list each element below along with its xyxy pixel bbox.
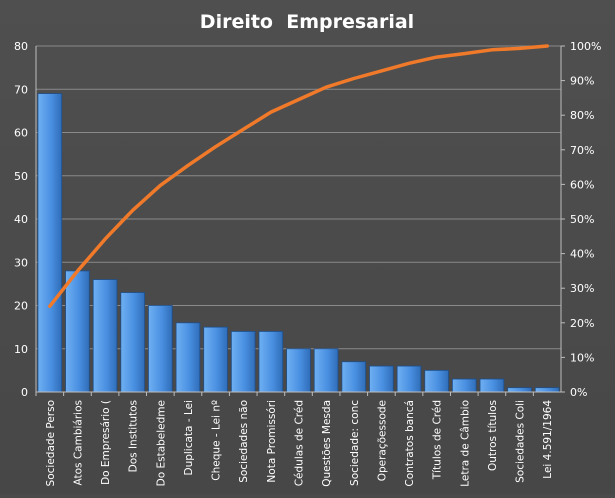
bar [397,366,421,392]
bar [342,362,366,392]
x-tick-label: Dos Institutos [128,400,140,472]
y-right-tick-label: 10% [570,351,594,364]
x-tick-label: Do Estabeledme [155,400,167,486]
bar [259,331,283,392]
bar [287,349,311,392]
x-tick-label: Sociedades não [238,400,250,483]
y-left-tick-label: 30 [14,256,28,269]
bar [231,331,255,392]
y-left-tick-label: 20 [14,300,28,313]
bar [370,366,394,392]
y-right-tick-label: 60% [570,178,594,191]
x-tick-label: Títulos de Créd [432,400,444,480]
y-right-tick-label: 30% [570,282,594,295]
x-tick-label: Operaçõessode [376,400,388,481]
x-tick-label: Lei 4.591/1964 [542,400,554,479]
x-tick-label: Letra de Câmbio [459,400,471,487]
bars [38,94,559,392]
y-left-tick-label: 50 [14,170,28,183]
chart-title: Direito Empresarial [200,11,414,33]
y-right-tick-label: 50% [570,213,594,226]
bar [121,293,145,392]
y-right-tick-label: 40% [570,248,594,261]
bar [176,323,200,392]
x-tick-label: Cédulas de Créd [294,400,306,486]
bar [93,280,117,392]
y-axis-left: 0 10 20 30 40 50 60 70 80 [14,40,36,399]
x-tick-label: Questões Mesda [321,400,333,487]
y-left-tick-label: 60 [14,127,28,140]
y-right-tick-label: 90% [570,75,594,88]
bar [38,94,62,392]
x-tick-label: Do Empresário ( [100,400,112,485]
bar [314,349,338,392]
y-left-tick-label: 0 [21,386,28,399]
x-tick-label: Sociedade: conc [349,400,361,486]
x-tick-label: Outros títulos [487,400,499,471]
bar [535,388,559,392]
x-tick-label: Nota Promissóri [266,400,278,483]
x-tick-label: Duplicata - Lei [183,400,195,476]
bar [425,370,449,392]
x-tick-label: Cheque - Lei nº [211,400,223,481]
bar [452,379,476,392]
bar [480,379,504,392]
y-right-tick-label: 80% [570,109,594,122]
y-left-tick-label: 40 [14,213,28,226]
bar [66,271,90,392]
y-left-tick-label: 80 [14,40,28,53]
x-tick-label: Sociedades Coli [515,400,527,483]
y-right-tick-label: 20% [570,317,594,330]
x-tick-label: Contratos bancá [404,400,416,487]
y-left-tick-label: 10 [14,343,28,356]
y-axis-right: 0% 10% 20% 30% 40% 50% 60% 70% 80% 90% 100% [561,40,601,399]
x-axis: Sociedade Perso Atos Cambiários Do Empresá… [36,392,561,487]
bar [204,327,228,392]
y-right-tick-label: 70% [570,144,594,157]
x-tick-label: Sociedade Perso [45,400,57,486]
y-right-tick-label: 100% [570,40,601,53]
bar [148,306,172,393]
bar [508,388,532,392]
y-right-tick-label: 0% [570,386,587,399]
y-left-tick-label: 70 [14,83,28,96]
x-tick-label: Atos Cambiários [72,400,84,486]
